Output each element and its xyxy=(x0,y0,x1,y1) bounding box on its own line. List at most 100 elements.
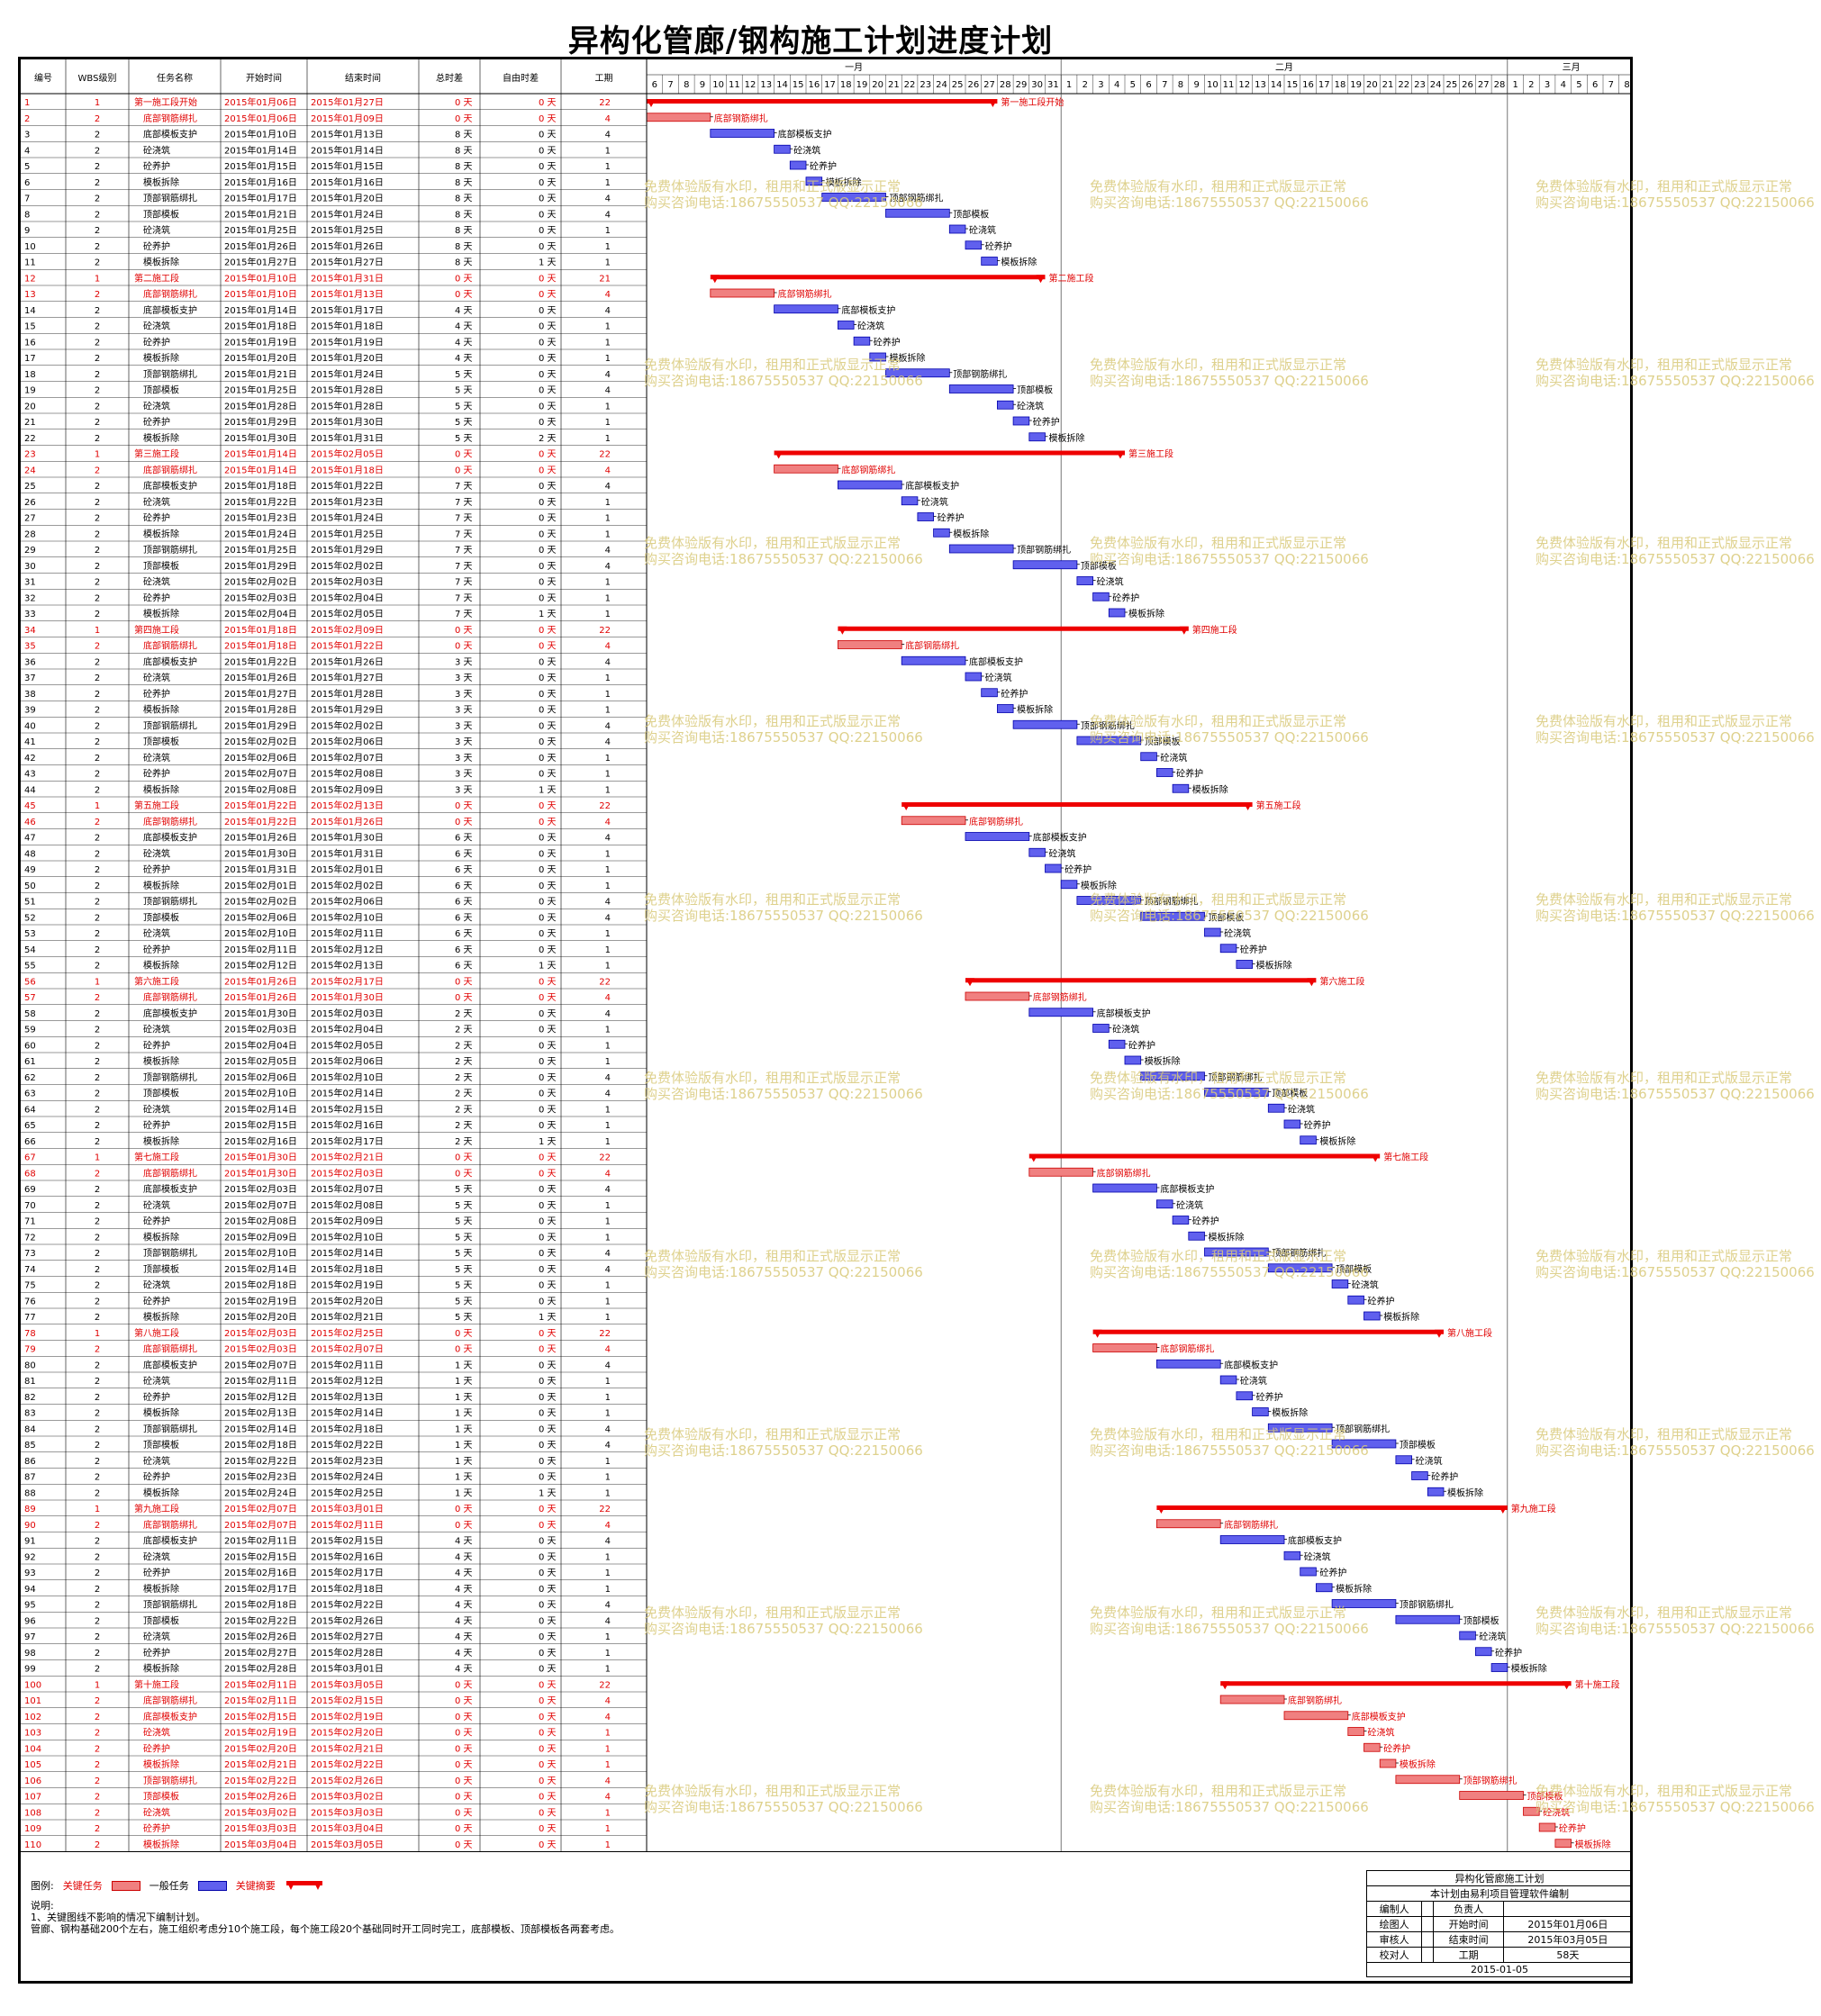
cell-duration: 4 xyxy=(605,642,611,652)
cell-duration: 4 xyxy=(605,1424,611,1434)
cell-duration: 4 xyxy=(605,546,611,556)
cell-duration: 4 xyxy=(605,210,611,220)
cell-task-name: 底部模板支护 xyxy=(143,832,197,844)
cell-duration: 1 xyxy=(605,434,611,444)
task-bar xyxy=(1411,1471,1428,1480)
cell-total-float: 4 天 xyxy=(455,306,473,316)
cell-total-float: 4 天 xyxy=(455,354,473,364)
cell-wbs: 2 xyxy=(95,721,100,731)
day-label: 5 xyxy=(1576,80,1581,90)
cell-duration: 4 xyxy=(605,1521,611,1531)
cell-end: 2015年02月12日 xyxy=(311,1375,384,1387)
cell-task-name: 顶部钢筋绑扎 xyxy=(143,1599,197,1611)
summary-cap xyxy=(710,275,720,284)
cell-task-name: 第八施工段 xyxy=(134,1327,179,1339)
cell-free-float: 0 天 xyxy=(539,418,557,428)
bar-label: 砼浇筑 xyxy=(1017,400,1044,411)
cell-total-float: 2 天 xyxy=(455,1041,473,1051)
cell-duration: 4 xyxy=(605,306,611,316)
cell-end: 2015年02月14日 xyxy=(311,1407,384,1419)
cell-total-float: 3 天 xyxy=(455,674,473,683)
cell-duration: 1 xyxy=(605,1457,611,1467)
cell-end: 2015年01月20日 xyxy=(311,352,384,364)
cell-id: 110 xyxy=(24,1840,41,1850)
cell-total-float: 0 天 xyxy=(455,642,473,652)
bar-label: 砼养护 xyxy=(810,160,837,172)
cell-duration: 1 xyxy=(605,690,611,700)
day-label: 12 xyxy=(745,80,756,90)
cell-task-name: 底部钢筋绑扎 xyxy=(143,1167,197,1179)
cell-end: 2015年02月25日 xyxy=(311,1327,384,1339)
cell-task-name: 砼养护 xyxy=(143,1647,170,1659)
day-label: 24 xyxy=(1430,80,1442,90)
cell-end: 2015年01月31日 xyxy=(311,272,384,284)
cell-wbs: 2 xyxy=(95,226,100,236)
day-label: 22 xyxy=(904,80,916,90)
bar-label: 顶部模板 xyxy=(1017,384,1053,396)
cell-duration: 1 xyxy=(605,1473,611,1483)
cell-wbs: 2 xyxy=(95,1377,100,1387)
day-label: 9 xyxy=(700,80,705,90)
cell-duration: 22 xyxy=(599,1329,611,1339)
cell-task-name: 顶部模板 xyxy=(143,736,179,747)
cell-task-name: 顶部模板 xyxy=(143,560,179,572)
cell-duration: 4 xyxy=(605,290,611,300)
task-bar xyxy=(1076,576,1094,585)
cell-task-name: 模板拆除 xyxy=(143,704,179,716)
cell-start: 2015年02月23日 xyxy=(224,1471,297,1483)
task-bar xyxy=(1523,1806,1540,1816)
day-label: 12 xyxy=(1238,80,1250,90)
cell-end: 2015年01月27日 xyxy=(311,257,384,268)
cell-duration: 21 xyxy=(599,274,611,284)
cell-start: 2015年02月20日 xyxy=(224,1742,297,1754)
cell-start: 2015年01月10日 xyxy=(224,288,297,300)
day-label: 17 xyxy=(1318,80,1330,90)
cell-wbs: 2 xyxy=(95,1696,100,1706)
signoff-cell: 编制人 xyxy=(1365,1901,1423,1917)
task-bar xyxy=(1219,1695,1285,1704)
cell-free-float: 0 天 xyxy=(539,514,557,524)
day-label: 22 xyxy=(1398,80,1409,90)
cell-wbs: 2 xyxy=(95,1457,100,1467)
cell-end: 2015年02月22日 xyxy=(311,1758,384,1770)
cell-id: 107 xyxy=(24,1793,41,1803)
cell-task-name: 砼浇筑 xyxy=(143,1103,170,1115)
bar-label: 顶部钢筋绑扎 xyxy=(1209,1071,1263,1083)
cell-start: 2015年01月22日 xyxy=(224,655,297,667)
cell-end: 2015年01月14日 xyxy=(311,144,384,156)
cell-duration: 1 xyxy=(605,945,611,955)
signoff-subtitle: 本计划由易利项目管理软件编制 xyxy=(1366,1885,1633,1902)
cell-wbs: 1 xyxy=(95,626,100,636)
cell-end: 2015年02月10日 xyxy=(311,1071,384,1083)
cell-start: 2015年01月14日 xyxy=(224,448,297,460)
cell-total-float: 4 天 xyxy=(455,1649,473,1659)
signoff-cell: 绘图人 xyxy=(1365,1916,1423,1932)
cell-id: 50 xyxy=(24,881,36,891)
cell-end: 2015年02月07日 xyxy=(311,1183,384,1195)
cell-end: 2015年03月05日 xyxy=(311,1678,384,1690)
cell-end: 2015年02月26日 xyxy=(311,1614,384,1626)
cell-wbs: 2 xyxy=(95,1041,100,1051)
cell-free-float: 0 天 xyxy=(539,865,557,875)
day-label: 1 xyxy=(1066,80,1072,90)
cell-task-name: 模板拆除 xyxy=(143,1583,179,1595)
cell-wbs: 2 xyxy=(95,482,100,492)
cell-end: 2015年01月31日 xyxy=(311,847,384,859)
cell-start: 2015年02月11日 xyxy=(224,1695,297,1706)
cell-wbs: 2 xyxy=(95,498,100,508)
cell-total-float: 1 天 xyxy=(455,1441,473,1451)
cell-task-name: 底部钢筋绑扎 xyxy=(143,113,197,124)
cell-task-name: 模板拆除 xyxy=(143,176,179,188)
cell-task-name: 第四施工段 xyxy=(134,624,179,636)
day-label: 25 xyxy=(1445,80,1457,90)
cell-free-float: 0 天 xyxy=(539,770,557,780)
bar-label: 模板拆除 xyxy=(1081,880,1117,891)
cell-duration: 1 xyxy=(605,1313,611,1323)
cell-duration: 1 xyxy=(605,578,611,588)
cell-task-name: 砼浇筑 xyxy=(143,1024,170,1035)
cell-task-name: 砼养护 xyxy=(143,1295,170,1306)
summary-cap xyxy=(1498,1505,1508,1514)
cell-wbs: 2 xyxy=(95,1744,100,1754)
cell-end: 2015年02月21日 xyxy=(311,1742,384,1754)
cell-id: 64 xyxy=(24,1105,36,1115)
